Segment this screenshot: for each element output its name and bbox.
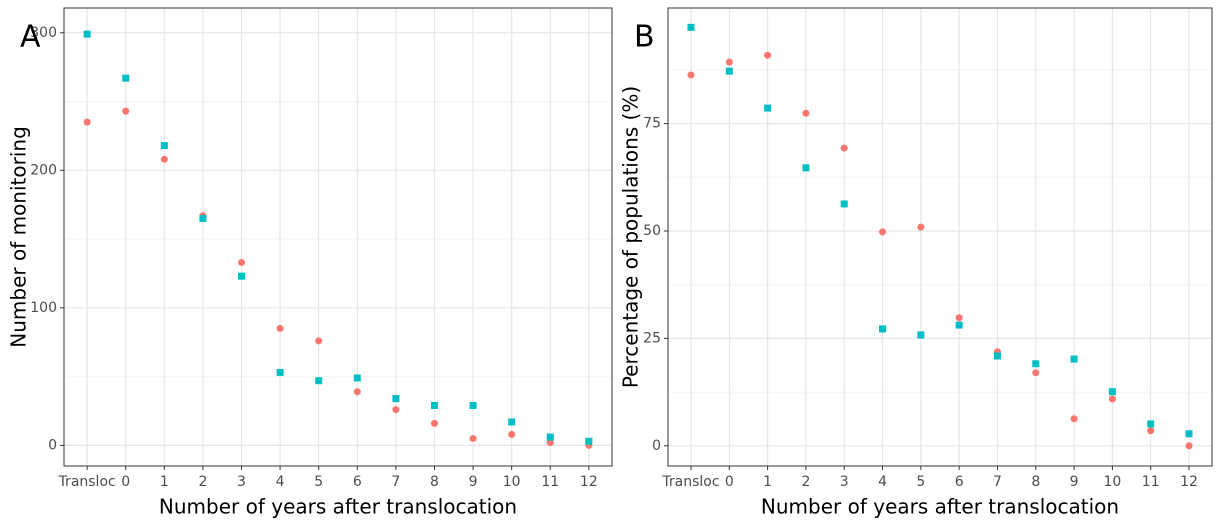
x-tick-label: 12 [1180,474,1198,490]
y-tick-label: 0 [48,437,57,453]
point [993,352,1001,360]
point [840,200,848,208]
x-tick-label: 0 [121,474,130,490]
x-tick-label: 5 [916,474,925,490]
y-axis-title: Percentage of populations (%) [619,86,643,388]
x-tick-label: 11 [541,474,559,490]
x-tick-label: 4 [878,474,887,490]
point [83,118,91,126]
point [160,142,168,150]
x-tick-label: Transloc [58,474,116,490]
point [469,401,477,409]
x-tick-label: 6 [353,474,362,490]
point [160,155,168,163]
point [315,377,323,385]
point [430,401,438,409]
x-tick-label: 1 [160,474,169,490]
point [764,51,772,59]
point [917,223,925,231]
point [802,109,810,117]
y-tick-label: 50 [643,223,661,239]
point [122,107,130,115]
y-tick-label: 200 [30,162,57,178]
point [917,331,925,339]
y-tick-label: 300 [30,25,57,41]
point [1070,415,1078,423]
panel-border [63,7,613,467]
point [508,430,516,438]
x-tick-label: 10 [503,474,521,490]
x-tick-label: Transloc [661,474,719,490]
point [238,272,246,280]
point [546,433,554,441]
point [83,30,91,38]
point [725,67,733,75]
x-tick-label: 2 [801,474,810,490]
x-tick-label: 7 [391,474,400,490]
point [955,314,963,322]
point [508,418,516,426]
x-tick-label: 9 [469,474,478,490]
x-tick-label: 12 [580,474,598,490]
x-axis-title: Number of years after translocation [159,495,517,519]
point [1108,395,1116,403]
x-tick-label: 5 [314,474,323,490]
point [687,71,695,79]
point [764,104,772,112]
point [315,337,323,345]
point [276,324,284,332]
x-tick-label: 8 [1031,474,1040,490]
point [725,58,733,66]
x-tick-label: 3 [237,474,246,490]
point [122,74,130,82]
point [199,214,207,222]
x-tick-label: 0 [725,474,734,490]
x-tick-label: 11 [1142,474,1160,490]
x-tick-label: 9 [1070,474,1079,490]
x-tick-label: 8 [430,474,439,490]
point [687,23,695,31]
y-tick-label: 75 [643,116,661,132]
point [585,437,593,445]
point [879,228,887,236]
y-tick-label: 100 [30,300,57,316]
x-tick-label: 1 [763,474,772,490]
point [955,321,963,329]
point [1185,430,1193,438]
point [1147,420,1155,428]
point [840,144,848,152]
x-tick-label: 7 [993,474,1002,490]
point [392,406,400,414]
point [1032,360,1040,368]
y-tick-label: 25 [643,330,661,346]
point [238,258,246,266]
point [353,388,361,396]
point [276,368,284,376]
panel-label: B [634,20,655,55]
point [802,164,810,172]
point [1147,427,1155,435]
point [879,325,887,333]
x-tick-label: 6 [955,474,964,490]
point [1032,369,1040,377]
point [430,419,438,427]
x-axis-title: Number of years after translocation [761,495,1119,519]
y-tick-label: 0 [652,438,661,454]
panel-border [667,7,1213,467]
point [1070,355,1078,363]
x-tick-label: 4 [276,474,285,490]
x-tick-label: 3 [840,474,849,490]
x-tick-label: 10 [1103,474,1121,490]
panel-label: A [20,20,41,55]
point [392,395,400,403]
x-tick-label: 2 [198,474,207,490]
y-axis-title: Number of monitoring [7,126,31,348]
point [1185,442,1193,450]
point [353,374,361,382]
point [546,439,554,447]
point [469,434,477,442]
point [1108,388,1116,396]
